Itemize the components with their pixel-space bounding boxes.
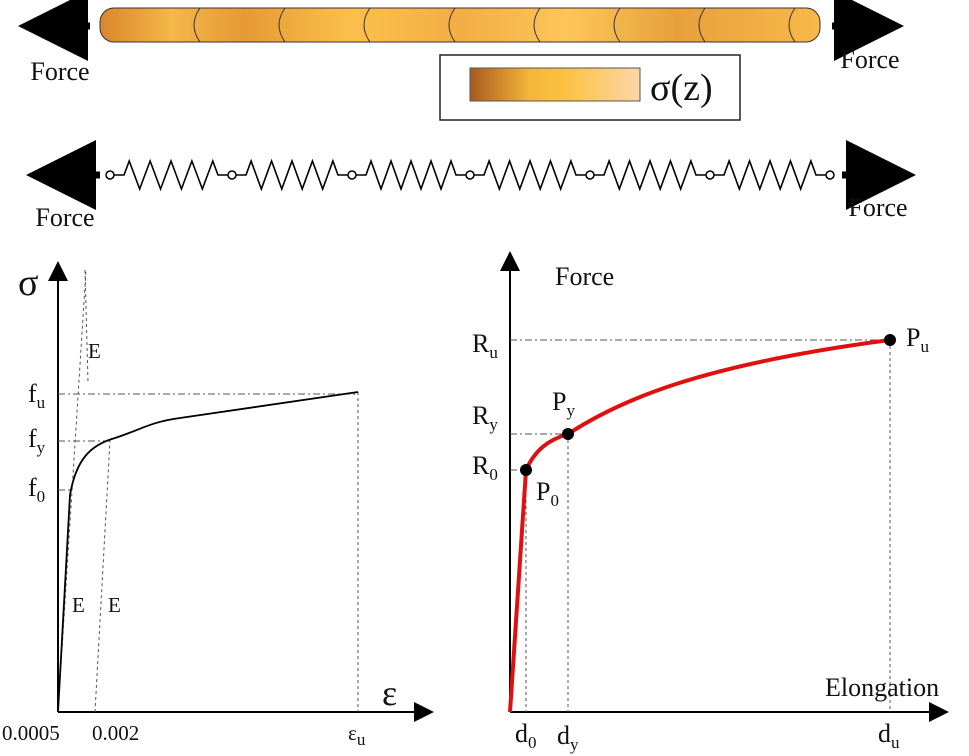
axis-label: Force xyxy=(555,262,614,291)
spring-node xyxy=(465,170,475,180)
tick-label: dy xyxy=(557,721,579,754)
force-elongation-chart: Force Elongation Ru Ry R0 Pu Py P0 d0 dy… xyxy=(472,251,949,754)
legend-swatch xyxy=(469,67,641,102)
spring-node xyxy=(585,170,595,180)
force-label: Force xyxy=(840,45,899,74)
tick-label: d0 xyxy=(515,719,537,752)
slope-label: E xyxy=(108,593,121,617)
spring-nodes xyxy=(105,170,835,180)
spring-node xyxy=(105,170,115,180)
tick-label: Ry xyxy=(472,401,498,434)
slope-label: E xyxy=(88,339,101,363)
point-label: Py xyxy=(552,387,575,420)
tick-label: fu xyxy=(28,379,46,412)
tick-label: 0.002 xyxy=(92,721,139,745)
force-label: Force xyxy=(848,193,907,222)
slope-label: E xyxy=(72,593,85,617)
rod xyxy=(99,7,821,43)
spring-node xyxy=(347,170,357,180)
spring-node xyxy=(227,170,237,180)
tick-label: 0.0005 xyxy=(2,721,60,745)
spring-node xyxy=(825,170,835,180)
spring xyxy=(114,158,826,192)
tick-label: R0 xyxy=(472,451,498,484)
force-label: Force xyxy=(35,203,94,232)
tick-label: Ru xyxy=(472,329,498,362)
tick-label: εu xyxy=(348,721,366,749)
tick-label: du xyxy=(878,719,900,752)
axis-label: Elongation xyxy=(825,673,939,702)
legend-label: σ(z) xyxy=(650,67,713,109)
point-label: P0 xyxy=(536,477,559,510)
tick-label: fy xyxy=(28,424,46,457)
stress-strain-chart: σ ε fu fy f0 0.0005 0.002 εu E E E xyxy=(2,261,434,749)
tick-label: f0 xyxy=(28,473,45,506)
point-label: Pu xyxy=(906,323,929,356)
axis-label: σ xyxy=(18,262,38,304)
force-label: Force xyxy=(30,57,89,86)
axis-label: ε xyxy=(382,673,397,713)
spring-node xyxy=(705,170,715,180)
